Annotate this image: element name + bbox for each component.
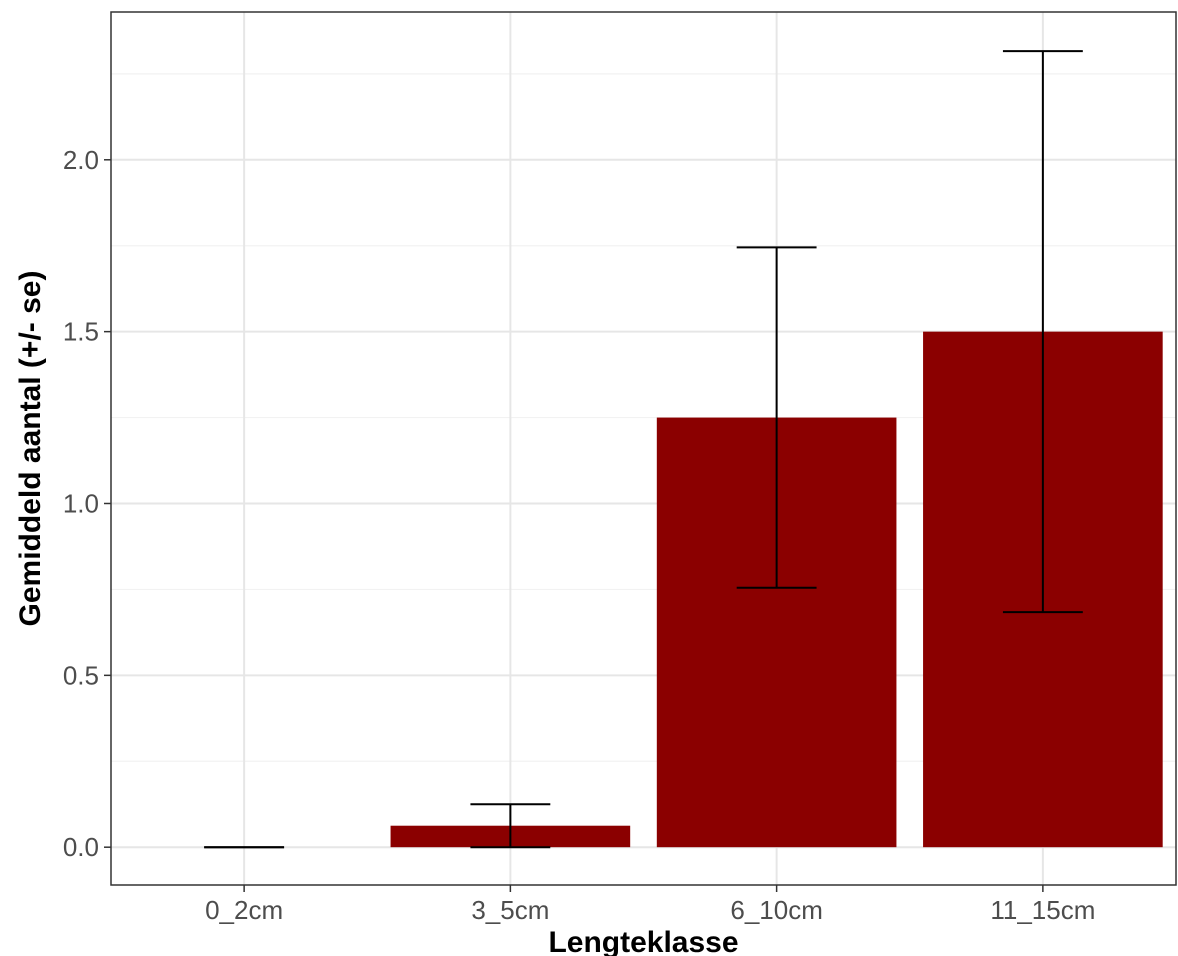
x-axis: 0_2cm 3_5cm 6_10cm 11_15cm — [205, 885, 1095, 925]
error-bar-6_10cm — [736, 246, 817, 589]
y-axis: 0.0 0.5 1.0 1.5 2.0 — [63, 145, 111, 862]
y-tick-label: 1.0 — [63, 488, 99, 518]
x-tick-label: 11_15cm — [990, 895, 1095, 925]
y-tick-label: 0.5 — [63, 660, 99, 690]
y-axis-title: Gemiddeld aantal (+/- se) — [14, 271, 47, 627]
x-tick-label: 3_5cm — [471, 895, 549, 925]
y-tick-label: 1.5 — [63, 317, 99, 347]
x-axis-title: Lengteklasse — [548, 926, 738, 956]
error-bar-3_5cm — [470, 803, 551, 849]
x-tick-label: 0_2cm — [205, 895, 283, 925]
error-bar-11_15cm — [1002, 50, 1083, 614]
x-tick-label: 6_10cm — [730, 895, 823, 925]
plot-panel-border — [110, 11, 1177, 886]
error-bars — [204, 50, 1083, 849]
y-tick-label: 0.0 — [63, 832, 99, 862]
y-tick-label: 2.0 — [63, 145, 99, 175]
